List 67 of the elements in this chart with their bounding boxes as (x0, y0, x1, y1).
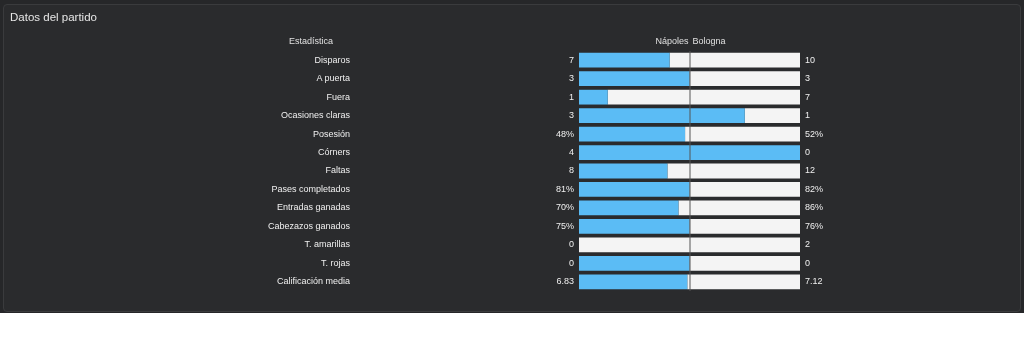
y-tick-label: Córners (317, 147, 351, 158)
text: 7.12 (805, 276, 823, 287)
bar (579, 163, 668, 179)
bar (579, 108, 745, 123)
y-tick-label: Pases completados (271, 183, 351, 194)
bar (689, 71, 800, 87)
text: 1 (568, 91, 574, 102)
text: 7 (805, 91, 811, 102)
y-tick-label: T. rojas (320, 257, 351, 268)
y-tick-label: Entradas ganadas (276, 202, 351, 213)
text: 81% (555, 183, 574, 194)
bar (579, 145, 800, 160)
text: 3 (805, 73, 811, 84)
text: 7 (568, 54, 574, 65)
series-label: Bologna (692, 36, 726, 47)
text: 48% (555, 128, 574, 139)
bar (678, 200, 800, 216)
text: 1 (805, 110, 811, 121)
y-tick-label: Fuera (326, 91, 350, 102)
text: 6.83 (556, 276, 574, 287)
bar (669, 52, 800, 68)
bar (667, 163, 800, 179)
bar (579, 255, 690, 271)
bar (689, 255, 800, 271)
text: 0 (568, 257, 574, 268)
text: 0 (568, 239, 574, 250)
text: 12 (805, 165, 816, 176)
y-tick-label: A puerta (316, 73, 350, 84)
text: 82% (805, 183, 824, 194)
bar (744, 108, 800, 123)
bar (607, 89, 800, 105)
text: 52% (805, 128, 824, 139)
bar (579, 182, 690, 197)
y-tick-label: Calificación media (276, 276, 350, 287)
text: 76% (805, 220, 824, 231)
y-tick-label: Posesión (312, 128, 350, 139)
bar (579, 200, 679, 216)
text: 3 (568, 73, 574, 84)
bar (579, 274, 688, 290)
text: 8 (568, 165, 574, 176)
bar (579, 52, 670, 68)
text: 0 (805, 257, 811, 268)
text: 4 (568, 147, 574, 158)
y-tick-label: Cabezazos ganados (267, 220, 351, 231)
bar (579, 126, 686, 142)
bar (689, 219, 800, 234)
text: 3 (568, 110, 574, 121)
bar (579, 219, 690, 234)
text: Datos del partido (10, 11, 97, 23)
text: 70% (555, 202, 574, 213)
y-axis-title: Estadística (288, 36, 333, 47)
y-tick-label: Disparos (314, 54, 351, 65)
y-tick-label: Faltas (325, 165, 351, 176)
series-label: Nápoles (655, 36, 689, 47)
y-tick-label: T. amarillas (304, 239, 351, 250)
bar (687, 274, 800, 290)
bar (579, 71, 690, 87)
y-tick-label: Ocasiones claras (280, 110, 351, 121)
bar (579, 237, 800, 253)
text: 10 (805, 54, 816, 65)
bar (685, 126, 800, 142)
bar (579, 89, 608, 105)
bar (689, 182, 800, 197)
text: 2 (805, 239, 811, 250)
text: 86% (805, 202, 824, 213)
text: 0 (805, 147, 811, 158)
text: 75% (555, 220, 574, 231)
